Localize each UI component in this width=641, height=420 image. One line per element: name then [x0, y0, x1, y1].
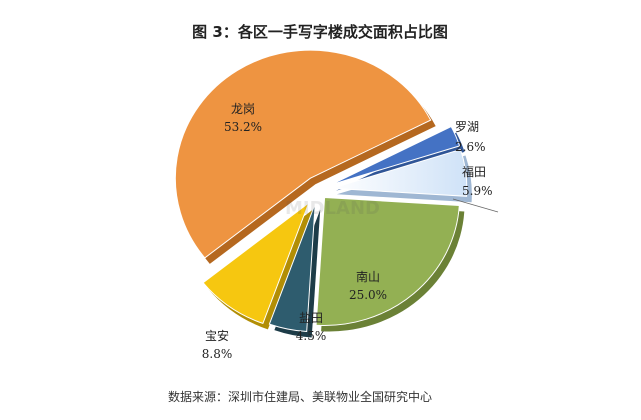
- slice-futian: [331, 148, 468, 197]
- chart-title: 图 3：各区一手写字楼成交面积占比图: [192, 23, 448, 41]
- slice-luohu: [330, 125, 461, 186]
- source-note: 数据来源：深圳市住建局、美联物业全国研究中心: [168, 389, 432, 404]
- label-luohu-name: 罗湖: [455, 119, 479, 134]
- label-baoan-name: 宝安: [205, 328, 229, 343]
- label-baoan-value: 8.8%: [202, 347, 233, 361]
- leader-line-futian: [452, 198, 499, 213]
- label-futian-value: 5.9%: [462, 184, 493, 198]
- label-futian-name: 福田: [462, 164, 486, 179]
- svg-text:MIDLAND: MIDLAND: [285, 198, 380, 219]
- label-longgang-value: 53.2%: [224, 120, 262, 134]
- label-longgang-name: 龙岗: [231, 102, 255, 116]
- label-luohu-value: 2.6%: [455, 140, 486, 154]
- label-yantian-value: 4.5%: [296, 329, 327, 343]
- label-yantian-name: 盐田: [299, 311, 323, 325]
- label-nanshan-value: 25.0%: [349, 288, 387, 302]
- slice-yantian: [268, 203, 316, 333]
- slice-baoan: [202, 201, 310, 325]
- watermark-logo: MIDLAND: [285, 198, 380, 219]
- slice-longgang: [174, 49, 432, 259]
- label-nanshan-name: 南山: [356, 269, 380, 284]
- slice-nanshan: [315, 196, 460, 326]
